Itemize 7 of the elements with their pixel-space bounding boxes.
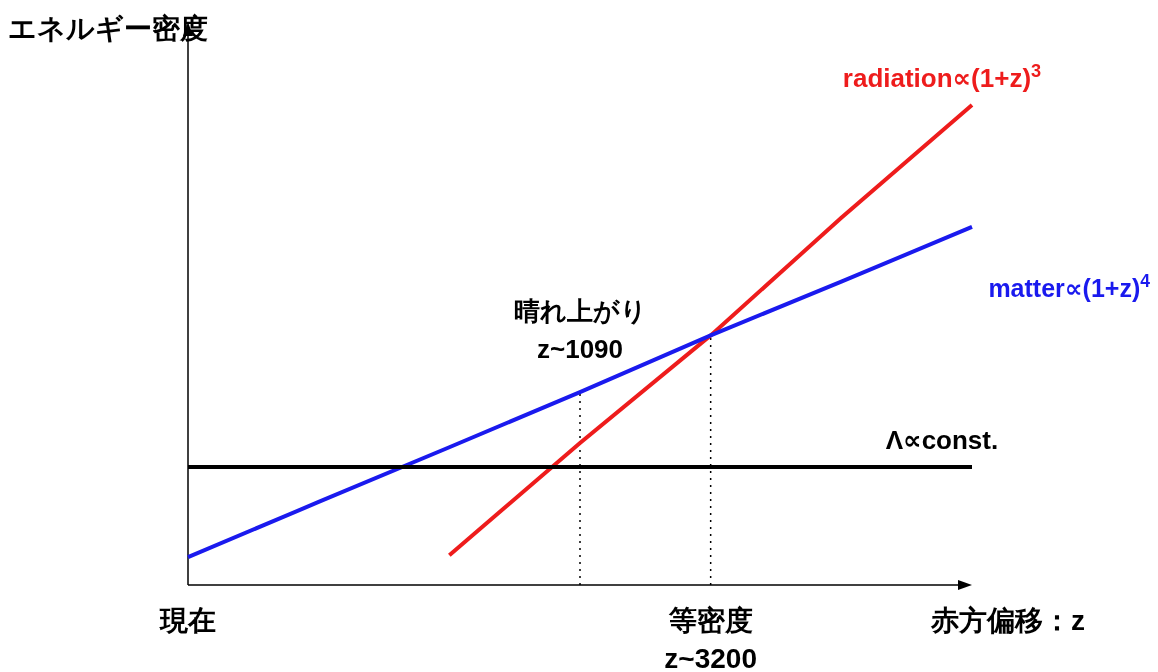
x-tick-label: 現在 xyxy=(159,605,216,636)
series-label: Λ∝const. xyxy=(885,424,999,455)
x-axis-title: 赤方偏移：z xyxy=(930,605,1085,636)
x-tick-label: 等密度 z~3200 xyxy=(664,605,757,672)
series-label: matter∝(1+z)$^{4}$ xyxy=(988,270,1151,302)
series-label: radiation∝(1+z)$^{3}$ xyxy=(842,61,1042,93)
annotation: 晴れ上がり z~1090 xyxy=(513,296,647,365)
